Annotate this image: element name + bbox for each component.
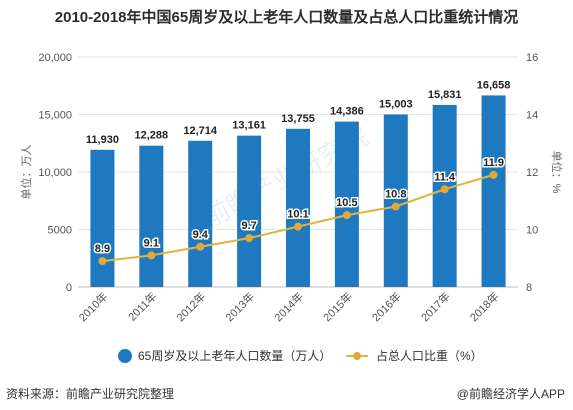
bar-value-label: 13,755: [281, 113, 315, 125]
x-tick-label: 2015年: [320, 289, 355, 324]
source-note: 资料来源：前瞻产业研究院整理: [6, 387, 175, 401]
legend-line-marker: [353, 352, 361, 360]
y-right-tick-label: 8: [526, 282, 532, 294]
x-tick-label: 2011年: [125, 289, 159, 323]
bar-value-label: 12,714: [183, 125, 218, 137]
bar: [383, 114, 408, 287]
bar: [481, 95, 506, 287]
line-value-label: 9.4: [193, 229, 209, 241]
y-left-tick-label: 10,000: [38, 167, 72, 179]
bar: [286, 128, 310, 287]
legend-bar-label: 65周岁及以上老年人口数量（万人）: [138, 348, 331, 363]
line-point: [98, 257, 107, 266]
x-tick-label: 2013年: [222, 289, 257, 324]
line-value-label: 10.5: [336, 197, 357, 209]
y-left-tick-label: 0: [66, 282, 72, 294]
line-value-label: 10.8: [385, 189, 406, 201]
y-left-tick-label: 15,000: [38, 110, 72, 122]
bar-value-label: 13,161: [232, 120, 266, 132]
bar: [90, 149, 115, 287]
bar: [432, 104, 457, 287]
bar-value-label: 15,831: [428, 89, 462, 101]
x-tick-label: 2016年: [369, 289, 404, 324]
line-point: [489, 170, 498, 179]
legend-bar-swatch: [118, 349, 132, 363]
line-point: [391, 202, 400, 211]
line-point: [440, 185, 449, 194]
bar-value-label: 12,288: [135, 130, 169, 142]
x-tick-label: 2017年: [418, 289, 453, 324]
line-value-label: 11.4: [434, 171, 456, 183]
x-tick-label: 2010年: [76, 289, 111, 324]
y-left-tick-label: 5000: [48, 225, 72, 237]
y-right-tick-label: 12: [526, 167, 538, 179]
chart-title: 2010-2018年中国65周岁及以上老年人口数量及占总人口比重统计情况: [54, 9, 519, 26]
y-right-axis-title: 单位：%: [550, 151, 564, 194]
bar-value-label: 16,658: [477, 79, 511, 91]
line-value-label: 9.7: [241, 220, 256, 232]
y-left-axis-title: 单位：万人: [19, 145, 33, 200]
line-point: [342, 211, 351, 220]
line-point: [147, 251, 156, 260]
line-value-label: 10.1: [287, 209, 308, 221]
line-point: [245, 234, 254, 243]
y-right-tick-label: 14: [526, 110, 538, 122]
line-value-label: 8.9: [95, 243, 110, 255]
y-left-tick-label: 20,000: [38, 52, 72, 64]
y-right-tick-label: 16: [526, 52, 538, 64]
bar-value-label: 11,930: [86, 134, 119, 146]
bar-value-label: 14,386: [330, 106, 364, 118]
line-value-label: 11.9: [483, 157, 504, 169]
bar: [139, 145, 164, 287]
line-point: [294, 222, 302, 231]
bar: [237, 135, 262, 287]
bar: [188, 140, 213, 287]
bar-value-label: 15,003: [379, 98, 413, 110]
bar: [334, 121, 359, 287]
y-right-tick-label: 10: [526, 225, 538, 237]
legend-line-label: 占总人口比重（%）: [376, 348, 483, 363]
line-value-label: 9.1: [144, 237, 159, 249]
x-tick-label: 2018年: [467, 289, 502, 324]
x-tick-label: 2012年: [173, 289, 208, 324]
line-point: [196, 242, 205, 251]
brand-credit: @前瞻经济学人APP: [456, 387, 565, 401]
x-tick-label: 2014年: [271, 289, 306, 324]
